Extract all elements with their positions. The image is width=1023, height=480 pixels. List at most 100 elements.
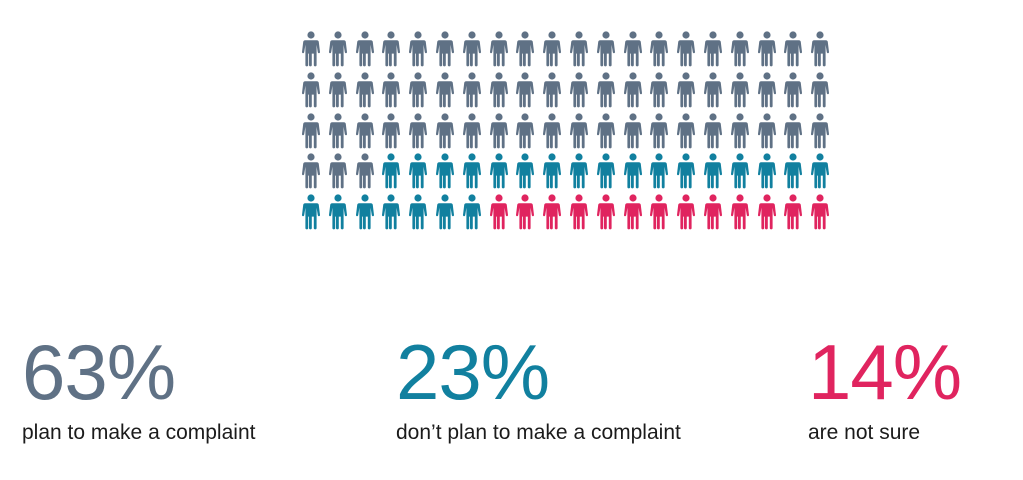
person-icon xyxy=(328,72,355,113)
person-icon xyxy=(489,194,516,235)
person-icon xyxy=(783,31,810,72)
person-icon xyxy=(435,31,462,72)
person-icon xyxy=(462,31,489,72)
person-icon xyxy=(676,31,703,72)
person-icon xyxy=(703,72,730,113)
person-icon xyxy=(355,31,382,72)
person-icon xyxy=(408,153,435,194)
person-icon xyxy=(783,72,810,113)
person-icon xyxy=(489,153,516,194)
person-icon xyxy=(810,31,837,72)
person-icon xyxy=(596,112,623,154)
person-icon xyxy=(810,72,837,113)
person-icon xyxy=(301,72,328,113)
person-icon xyxy=(328,31,355,72)
person-icon xyxy=(730,194,757,235)
pictogram-grid xyxy=(301,31,837,235)
stat-dont-plan: 23% don’t plan to make a complaint xyxy=(396,333,681,445)
person-icon xyxy=(730,153,757,194)
person-icon xyxy=(381,31,408,72)
person-icon xyxy=(462,194,489,235)
person-icon xyxy=(489,31,516,72)
person-icon xyxy=(515,153,542,194)
person-icon xyxy=(730,112,757,154)
person-icon xyxy=(649,194,676,235)
person-icon xyxy=(623,194,650,235)
person-icon xyxy=(435,112,462,154)
person-icon xyxy=(542,194,569,235)
person-icon xyxy=(515,31,542,72)
stat-plan: 63% plan to make a complaint xyxy=(22,333,255,445)
person-icon xyxy=(676,194,703,235)
person-icon xyxy=(462,153,489,194)
person-icon xyxy=(623,153,650,194)
person-icon xyxy=(649,112,676,154)
person-icon xyxy=(703,153,730,194)
person-icon xyxy=(757,112,784,154)
person-icon xyxy=(515,112,542,154)
person-icon xyxy=(596,72,623,113)
person-icon xyxy=(328,112,355,154)
person-icon xyxy=(355,72,382,113)
person-icon xyxy=(649,31,676,72)
person-icon xyxy=(408,72,435,113)
person-icon xyxy=(623,31,650,72)
stat-plan-value: 63% xyxy=(22,328,176,416)
person-icon xyxy=(408,112,435,154)
stat-plan-label: plan to make a complaint xyxy=(22,421,256,444)
person-icon xyxy=(408,31,435,72)
person-icon xyxy=(623,112,650,154)
person-icon xyxy=(381,112,408,154)
person-icon xyxy=(649,153,676,194)
stat-dont-plan-value: 23% xyxy=(396,328,550,416)
person-icon xyxy=(623,72,650,113)
person-icon xyxy=(435,153,462,194)
person-icon xyxy=(381,153,408,194)
person-icon xyxy=(783,112,810,154)
person-icon xyxy=(489,112,516,154)
person-icon xyxy=(301,153,328,194)
person-icon xyxy=(703,112,730,154)
person-icon xyxy=(542,153,569,194)
person-icon xyxy=(596,194,623,235)
stat-dont-plan-label: don’t plan to make a complaint xyxy=(396,421,681,444)
person-icon xyxy=(676,112,703,154)
person-icon xyxy=(515,72,542,113)
person-icon xyxy=(810,112,837,154)
person-icon xyxy=(542,72,569,113)
person-icon xyxy=(676,153,703,194)
person-icon xyxy=(355,112,382,154)
person-icon xyxy=(810,194,837,235)
person-icon xyxy=(301,112,328,154)
person-icon xyxy=(730,72,757,113)
person-icon xyxy=(408,194,435,235)
person-icon xyxy=(757,72,784,113)
person-icon xyxy=(328,153,355,194)
person-icon xyxy=(328,194,355,235)
person-icon xyxy=(596,31,623,72)
stat-not-sure-value: 14% xyxy=(808,328,962,416)
person-icon xyxy=(542,31,569,72)
person-icon xyxy=(703,194,730,235)
person-icon xyxy=(301,194,328,235)
person-icon xyxy=(703,31,730,72)
person-icon xyxy=(381,72,408,113)
person-icon xyxy=(730,31,757,72)
person-icon xyxy=(757,153,784,194)
person-icon xyxy=(462,72,489,113)
person-icon xyxy=(381,194,408,235)
person-icon xyxy=(301,31,328,72)
person-icon xyxy=(569,194,596,235)
person-icon xyxy=(435,194,462,235)
person-icon xyxy=(569,72,596,113)
person-icon xyxy=(542,112,569,154)
person-icon xyxy=(569,153,596,194)
person-icon xyxy=(489,72,516,113)
person-icon xyxy=(783,194,810,235)
stat-not-sure-label: are not sure xyxy=(808,421,921,444)
person-icon xyxy=(462,112,489,154)
person-icon xyxy=(810,153,837,194)
person-icon xyxy=(569,31,596,72)
person-icon xyxy=(435,72,462,113)
stat-not-sure: 14% are not sure xyxy=(808,328,962,445)
